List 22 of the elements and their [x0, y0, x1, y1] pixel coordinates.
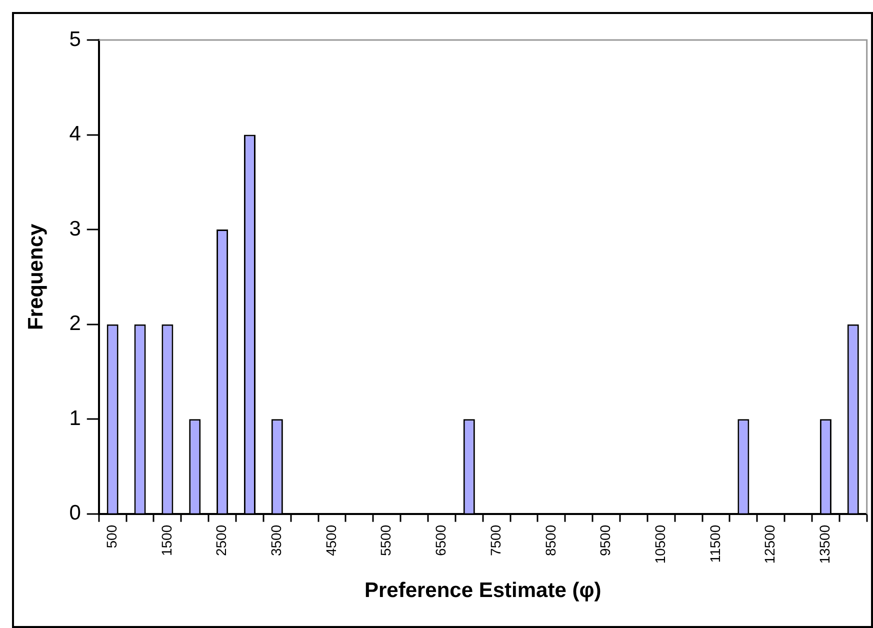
y-tick-label: 0 [69, 502, 81, 525]
y-tick-label: 5 [69, 28, 81, 51]
x-tick-label: 9500 [597, 524, 614, 556]
x-tick-label: 12500 [762, 524, 778, 564]
x-tick-label: 7500 [487, 524, 504, 556]
x-axis-title: Preference Estimate (φ) [364, 579, 602, 602]
y-tick-label: 1 [69, 406, 81, 430]
y-tick-label: 3 [69, 217, 81, 240]
x-tick-label: 8500 [542, 524, 558, 556]
x-tick-label: 11500 [706, 524, 723, 563]
x-tick-label: 2500 [213, 524, 230, 556]
y-tick-label: 2 [69, 312, 81, 336]
x-tick-label: 1500 [158, 524, 174, 556]
x-tick-label: 13500 [816, 524, 833, 564]
x-tick-label: 4500 [322, 524, 339, 556]
y-axis-title: Frequency [24, 224, 48, 330]
x-tick-label: 6500 [432, 524, 449, 556]
x-tick-label: 500 [103, 524, 120, 548]
y-tick-label: 4 [69, 122, 82, 146]
x-tick-label: 10500 [652, 524, 668, 564]
x-tick-label: 3500 [268, 524, 284, 556]
x-tick-label: 5500 [378, 524, 394, 556]
